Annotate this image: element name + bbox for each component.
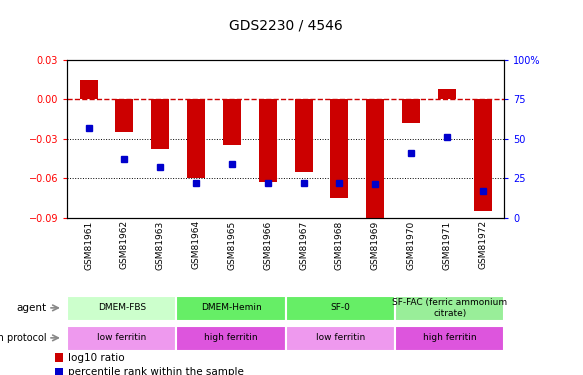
Text: low ferritin: low ferritin xyxy=(97,333,146,342)
Text: low ferritin: low ferritin xyxy=(316,333,365,342)
Text: percentile rank within the sample: percentile rank within the sample xyxy=(68,367,244,375)
Text: high ferritin: high ferritin xyxy=(423,333,476,342)
Bar xyxy=(177,326,286,351)
Bar xyxy=(259,99,277,182)
Bar xyxy=(366,99,384,218)
Text: DMEM-Hemin: DMEM-Hemin xyxy=(201,303,261,312)
Bar xyxy=(331,99,349,198)
Bar xyxy=(395,296,504,321)
Bar xyxy=(177,296,286,321)
Bar xyxy=(395,326,504,351)
Bar xyxy=(55,368,63,375)
Text: GDS2230 / 4546: GDS2230 / 4546 xyxy=(229,19,343,33)
Bar xyxy=(438,89,456,99)
Text: high ferritin: high ferritin xyxy=(204,333,258,342)
Text: DMEM-FBS: DMEM-FBS xyxy=(97,303,146,312)
Bar xyxy=(55,353,63,362)
Bar xyxy=(286,326,395,351)
Bar xyxy=(115,99,134,132)
Bar xyxy=(67,326,177,351)
Text: growth protocol: growth protocol xyxy=(0,333,46,343)
Text: SF-0: SF-0 xyxy=(331,303,350,312)
Text: agent: agent xyxy=(16,303,46,313)
Bar xyxy=(67,296,177,321)
Bar xyxy=(402,99,420,123)
Bar xyxy=(294,99,312,172)
Bar xyxy=(151,99,169,149)
Text: SF-FAC (ferric ammonium
citrate): SF-FAC (ferric ammonium citrate) xyxy=(392,298,507,318)
Bar xyxy=(80,80,97,99)
Bar xyxy=(187,99,205,178)
Text: log10 ratio: log10 ratio xyxy=(68,352,124,363)
Bar xyxy=(223,99,241,146)
Bar xyxy=(286,296,395,321)
Bar xyxy=(474,99,491,211)
